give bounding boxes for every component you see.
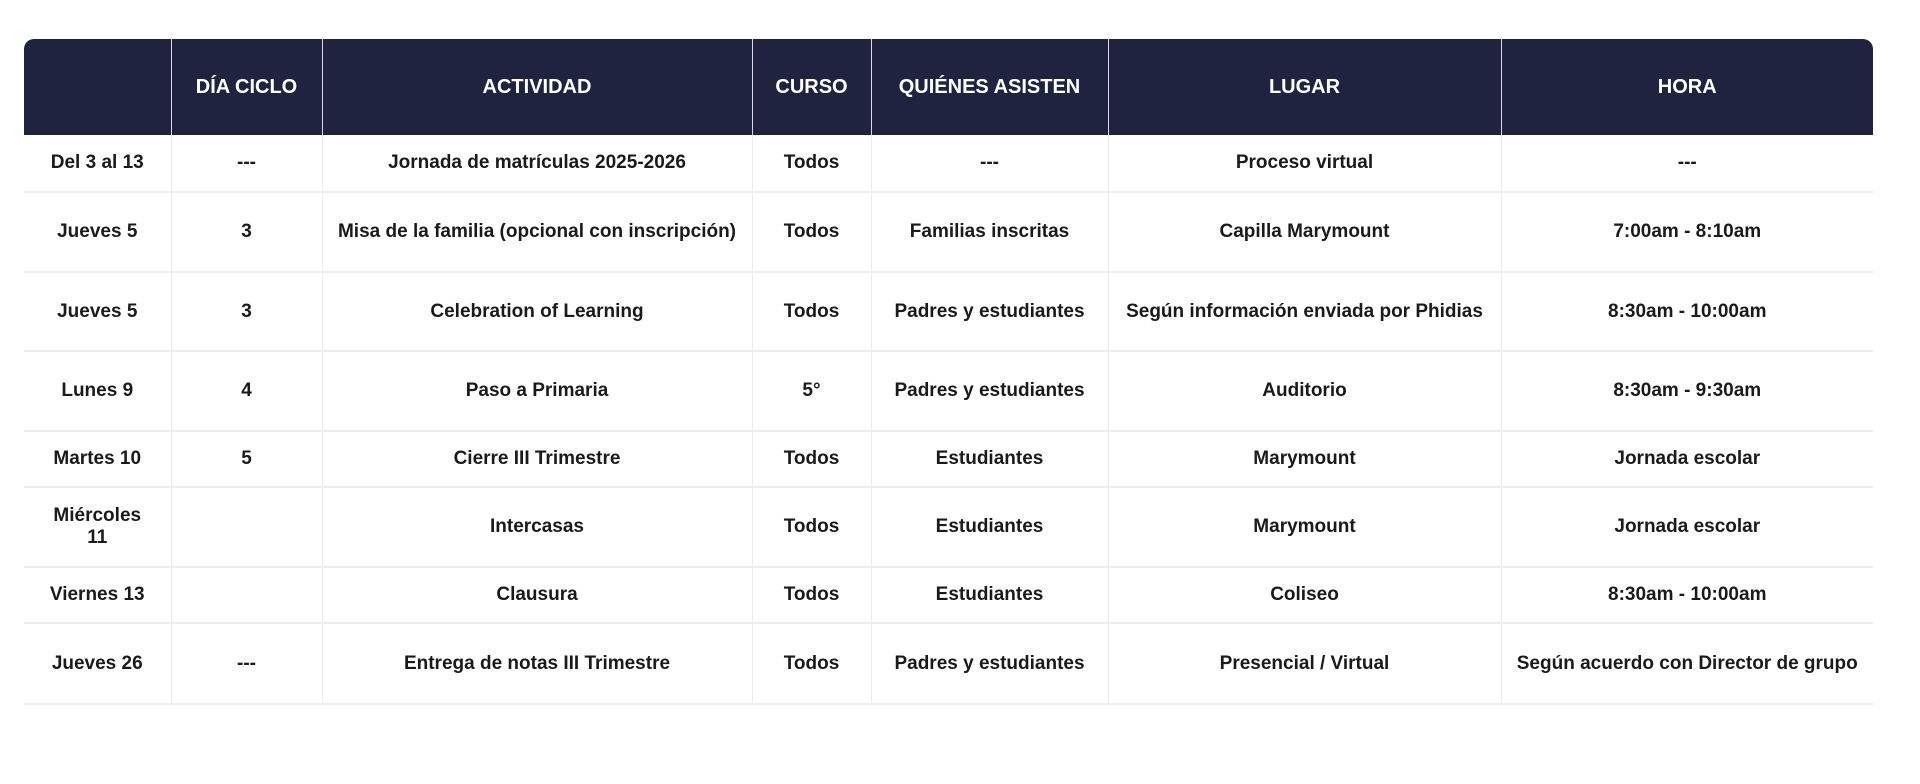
cell-quienes-asisten: Estudiantes: [870, 487, 1108, 568]
table-row: Viernes 13 Clausura Todos Estudiantes Colise…: [24, 567, 1873, 624]
cell-date: Martes 10: [24, 431, 171, 488]
cell-actividad: Cierre III Trimestre: [321, 431, 752, 488]
cell-curso: 5°: [751, 351, 871, 432]
cell-dia-ciclo: 5: [170, 431, 322, 488]
table-row: Jueves 26 --- Entrega de notas III Trimest…: [24, 623, 1873, 705]
cell-date: Jueves 26: [24, 623, 171, 705]
table-row: Lunes 9 4 Paso a Primaria 5° Padres y estudi…: [24, 351, 1873, 432]
cell-curso: Todos: [751, 431, 871, 488]
cell-hora: Según acuerdo con Director de grupo: [1500, 623, 1873, 705]
cell-hora: 8:30am - 9:30am: [1500, 351, 1873, 432]
cell-quienes-asisten: Padres y estudiantes: [870, 272, 1108, 352]
cell-actividad: Misa de la familia (opcional con inscrip…: [321, 192, 752, 273]
cell-hora: 8:30am - 10:00am: [1500, 567, 1873, 624]
cell-quienes-asisten: Estudiantes: [870, 431, 1108, 488]
header-lugar: LUGAR: [1107, 39, 1501, 135]
cell-lugar: Proceso virtual: [1107, 135, 1501, 193]
cell-date: Jueves 5: [24, 272, 171, 352]
cell-hora: 7:00am - 8:10am: [1500, 192, 1873, 273]
cell-dia-ciclo: 3: [170, 192, 322, 273]
cell-date: Lunes 9: [24, 351, 171, 432]
cell-date: Del 3 al 13: [24, 135, 171, 193]
schedule-table: DÍA CICLO ACTIVIDAD CURSO QUIÉNES ASISTE…: [24, 39, 1873, 705]
cell-actividad: Jornada de matrículas 2025-2026: [321, 135, 752, 193]
table-row: Del 3 al 13 --- Jornada de matrículas 2025…: [24, 135, 1873, 193]
cell-lugar: Marymount: [1107, 487, 1501, 568]
header-quienes-asisten: QUIÉNES ASISTEN: [870, 39, 1108, 135]
cell-quienes-asisten: Padres y estudiantes: [870, 351, 1108, 432]
cell-lugar: Capilla Marymount: [1107, 192, 1501, 273]
cell-date: Viernes 13: [24, 567, 171, 624]
cell-date: Miércoles 11: [24, 487, 171, 568]
cell-dia-ciclo: [170, 567, 322, 624]
cell-lugar: Según información enviada por Phidias: [1107, 272, 1501, 352]
cell-quienes-asisten: Estudiantes: [870, 567, 1108, 624]
cell-hora: ---: [1500, 135, 1873, 193]
table-row: Jueves 5 3 Celebration of Learning Todos Pad…: [24, 272, 1873, 352]
cell-hora: 8:30am - 10:00am: [1500, 272, 1873, 352]
cell-date: Jueves 5: [24, 192, 171, 273]
cell-curso: Todos: [751, 135, 871, 193]
cell-hora: Jornada escolar: [1500, 431, 1873, 488]
cell-curso: Todos: [751, 192, 871, 273]
cell-actividad: Celebration of Learning: [321, 272, 752, 352]
header-hora: HORA: [1500, 39, 1873, 135]
cell-actividad: Clausura: [321, 567, 752, 624]
cell-dia-ciclo: ---: [170, 623, 322, 705]
table-row: Miércoles 11 Intercasas Todos Estudiantes Ma…: [24, 487, 1873, 568]
table-row: Martes 10 5 Cierre III Trimestre Todos Estud…: [24, 431, 1873, 488]
cell-quienes-asisten: ---: [870, 135, 1108, 193]
header-date: [24, 39, 171, 135]
cell-lugar: Coliseo: [1107, 567, 1501, 624]
cell-quienes-asisten: Padres y estudiantes: [870, 623, 1108, 705]
header-dia-ciclo: DÍA CICLO: [170, 39, 322, 135]
cell-curso: Todos: [751, 272, 871, 352]
cell-dia-ciclo: 4: [170, 351, 322, 432]
cell-lugar: Marymount: [1107, 431, 1501, 488]
header-row: DÍA CICLO ACTIVIDAD CURSO QUIÉNES ASISTE…: [24, 39, 1873, 135]
cell-actividad: Paso a Primaria: [321, 351, 752, 432]
cell-hora: Jornada escolar: [1500, 487, 1873, 568]
cell-actividad: Entrega de notas III Trimestre: [321, 623, 752, 705]
cell-dia-ciclo: 3: [170, 272, 322, 352]
cell-curso: Todos: [751, 623, 871, 705]
header-actividad: ACTIVIDAD: [321, 39, 752, 135]
cell-lugar: Auditorio: [1107, 351, 1501, 432]
cell-dia-ciclo: ---: [170, 135, 322, 193]
cell-curso: Todos: [751, 567, 871, 624]
cell-quienes-asisten: Familias inscritas: [870, 192, 1108, 273]
cell-dia-ciclo: [170, 487, 322, 568]
header-curso: CURSO: [751, 39, 871, 135]
cell-curso: Todos: [751, 487, 871, 568]
cell-lugar: Presencial / Virtual: [1107, 623, 1501, 705]
table-row: Jueves 5 3 Misa de la familia (opcional co…: [24, 192, 1873, 273]
cell-actividad: Intercasas: [321, 487, 752, 568]
